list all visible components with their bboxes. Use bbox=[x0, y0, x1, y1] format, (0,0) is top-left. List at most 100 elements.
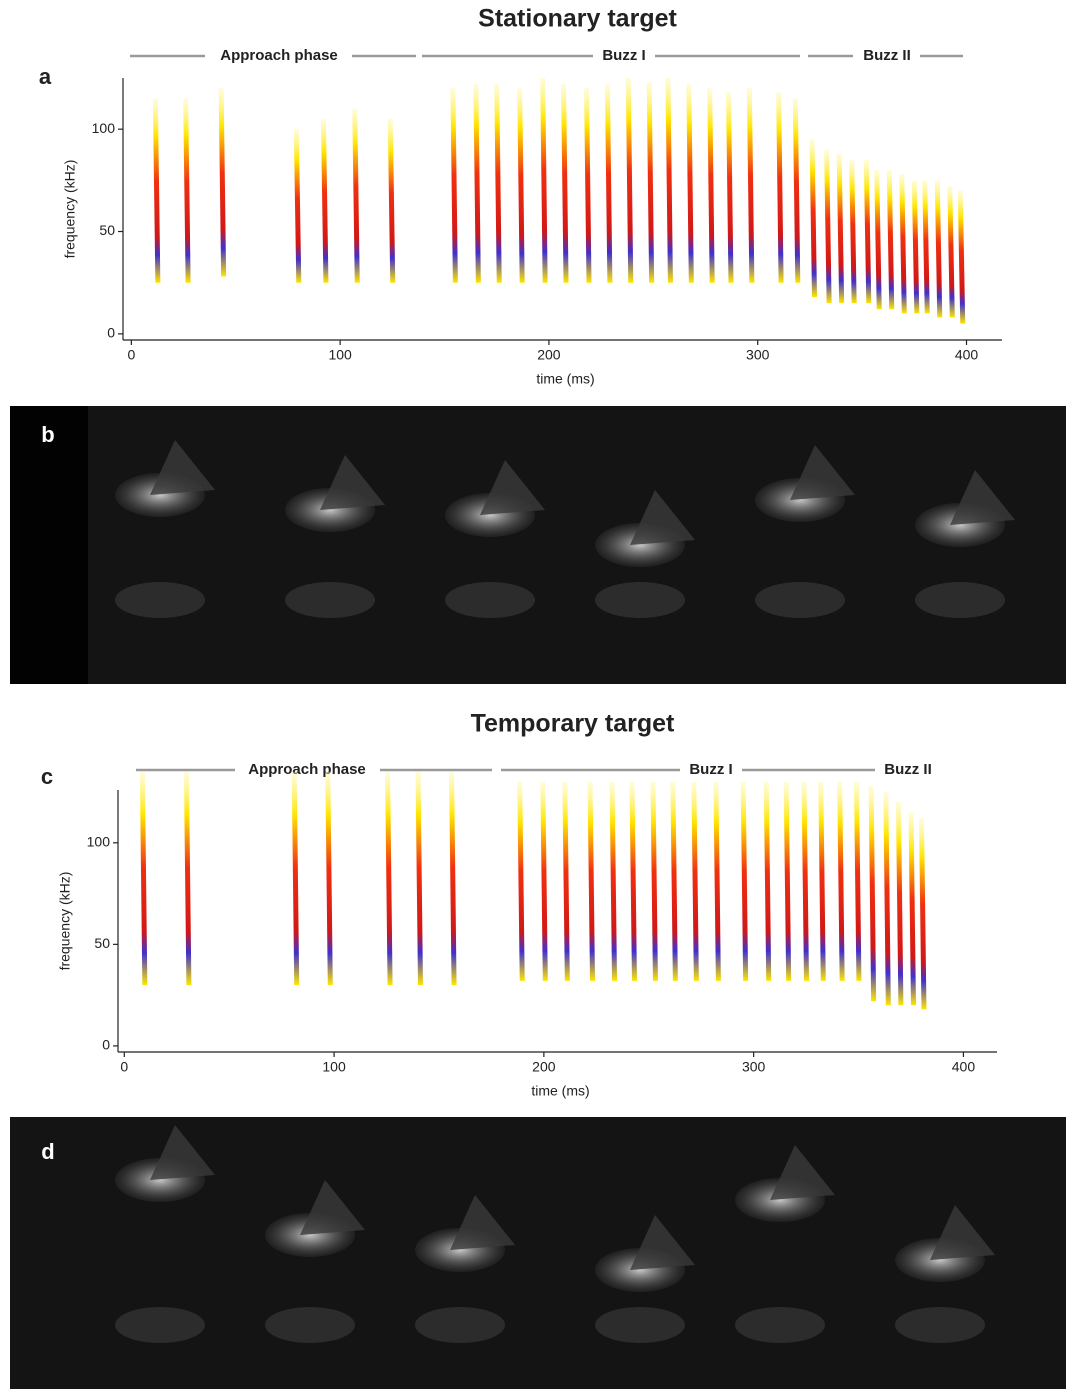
reflection bbox=[115, 1307, 205, 1343]
call bbox=[609, 781, 618, 981]
call bbox=[562, 781, 570, 981]
call bbox=[293, 129, 302, 283]
y-tick-label: 0 bbox=[107, 325, 115, 341]
reflection bbox=[415, 1307, 505, 1343]
call bbox=[899, 174, 907, 314]
panel-label: c bbox=[41, 764, 53, 789]
y-tick-label: 50 bbox=[94, 935, 110, 951]
reflection bbox=[285, 582, 375, 618]
call bbox=[625, 78, 634, 283]
call bbox=[387, 118, 396, 283]
panel-label: d bbox=[41, 1139, 54, 1164]
call bbox=[218, 88, 227, 277]
x-tick-label: 400 bbox=[952, 1059, 976, 1075]
call bbox=[473, 84, 481, 283]
call bbox=[352, 108, 360, 283]
bat-wing bbox=[630, 1215, 695, 1270]
x-tick-label: 300 bbox=[746, 347, 770, 363]
photo bbox=[10, 406, 1066, 684]
call bbox=[776, 92, 784, 283]
bat-wing bbox=[300, 1180, 365, 1235]
call bbox=[837, 781, 845, 981]
call bbox=[650, 781, 658, 981]
x-tick-label: 0 bbox=[120, 1059, 128, 1075]
bat-wing bbox=[150, 1125, 215, 1180]
call bbox=[686, 84, 694, 283]
call bbox=[325, 771, 333, 985]
call bbox=[584, 88, 592, 283]
call bbox=[792, 98, 801, 283]
x-tick-label: 300 bbox=[742, 1059, 766, 1075]
bat-wing bbox=[320, 455, 385, 510]
reflection bbox=[595, 1307, 685, 1343]
x-axis-label: time (ms) bbox=[531, 1083, 589, 1099]
call bbox=[836, 153, 845, 304]
reflection bbox=[915, 582, 1005, 618]
panel-label: b bbox=[41, 422, 54, 447]
call bbox=[947, 186, 955, 318]
reflection bbox=[755, 582, 845, 618]
call bbox=[868, 785, 877, 1002]
bat-wing bbox=[450, 1195, 515, 1250]
call bbox=[713, 781, 721, 981]
call bbox=[152, 98, 161, 283]
call bbox=[449, 771, 457, 985]
call bbox=[183, 98, 191, 283]
panel-label: a bbox=[39, 64, 52, 89]
call bbox=[809, 139, 818, 298]
y-axis-label: frequency (kHz) bbox=[62, 160, 78, 259]
call bbox=[863, 159, 872, 304]
call bbox=[874, 170, 882, 310]
reflection bbox=[735, 1307, 825, 1343]
call bbox=[604, 84, 613, 283]
call bbox=[746, 88, 755, 283]
calls bbox=[152, 78, 966, 324]
call bbox=[183, 771, 192, 985]
y-tick-label: 50 bbox=[99, 222, 115, 238]
y-axis-label: frequency (kHz) bbox=[57, 872, 73, 971]
phase-label: Approach phase bbox=[220, 47, 338, 64]
phase-label: Buzz I bbox=[602, 47, 645, 64]
call bbox=[853, 781, 862, 981]
call bbox=[517, 88, 525, 283]
call bbox=[629, 781, 637, 981]
call bbox=[911, 180, 920, 314]
bat-wing bbox=[930, 1205, 995, 1260]
reflection bbox=[595, 582, 685, 618]
call bbox=[665, 78, 673, 283]
call bbox=[646, 82, 655, 283]
bat-wing bbox=[150, 440, 215, 495]
call bbox=[670, 781, 678, 981]
x-tick-label: 200 bbox=[537, 347, 561, 363]
reflection bbox=[445, 582, 535, 618]
call bbox=[824, 149, 832, 304]
x-tick-label: 400 bbox=[955, 347, 979, 363]
call bbox=[818, 781, 826, 981]
phase-label: Buzz II bbox=[863, 47, 911, 64]
phase-label: Approach phase bbox=[248, 761, 366, 778]
call bbox=[883, 792, 891, 1006]
chart-title: Temporary target bbox=[471, 710, 675, 738]
call bbox=[494, 84, 502, 283]
call bbox=[801, 781, 809, 981]
reflection bbox=[115, 582, 205, 618]
reflection bbox=[895, 1307, 985, 1343]
photo-edge bbox=[10, 406, 88, 684]
call bbox=[908, 812, 916, 1006]
call bbox=[707, 88, 715, 283]
bat-wing bbox=[950, 470, 1015, 525]
call bbox=[415, 771, 423, 985]
call bbox=[450, 88, 458, 283]
x-tick-label: 200 bbox=[532, 1059, 556, 1075]
x-tick-label: 100 bbox=[322, 1059, 346, 1075]
call bbox=[886, 170, 895, 310]
call bbox=[540, 781, 548, 981]
call bbox=[385, 771, 393, 985]
calls bbox=[139, 771, 927, 1010]
phase-label: Buzz II bbox=[884, 761, 932, 778]
bat-wing bbox=[480, 460, 545, 515]
phase-label: Buzz I bbox=[689, 761, 732, 778]
call bbox=[849, 159, 857, 304]
reflection bbox=[265, 1307, 355, 1343]
